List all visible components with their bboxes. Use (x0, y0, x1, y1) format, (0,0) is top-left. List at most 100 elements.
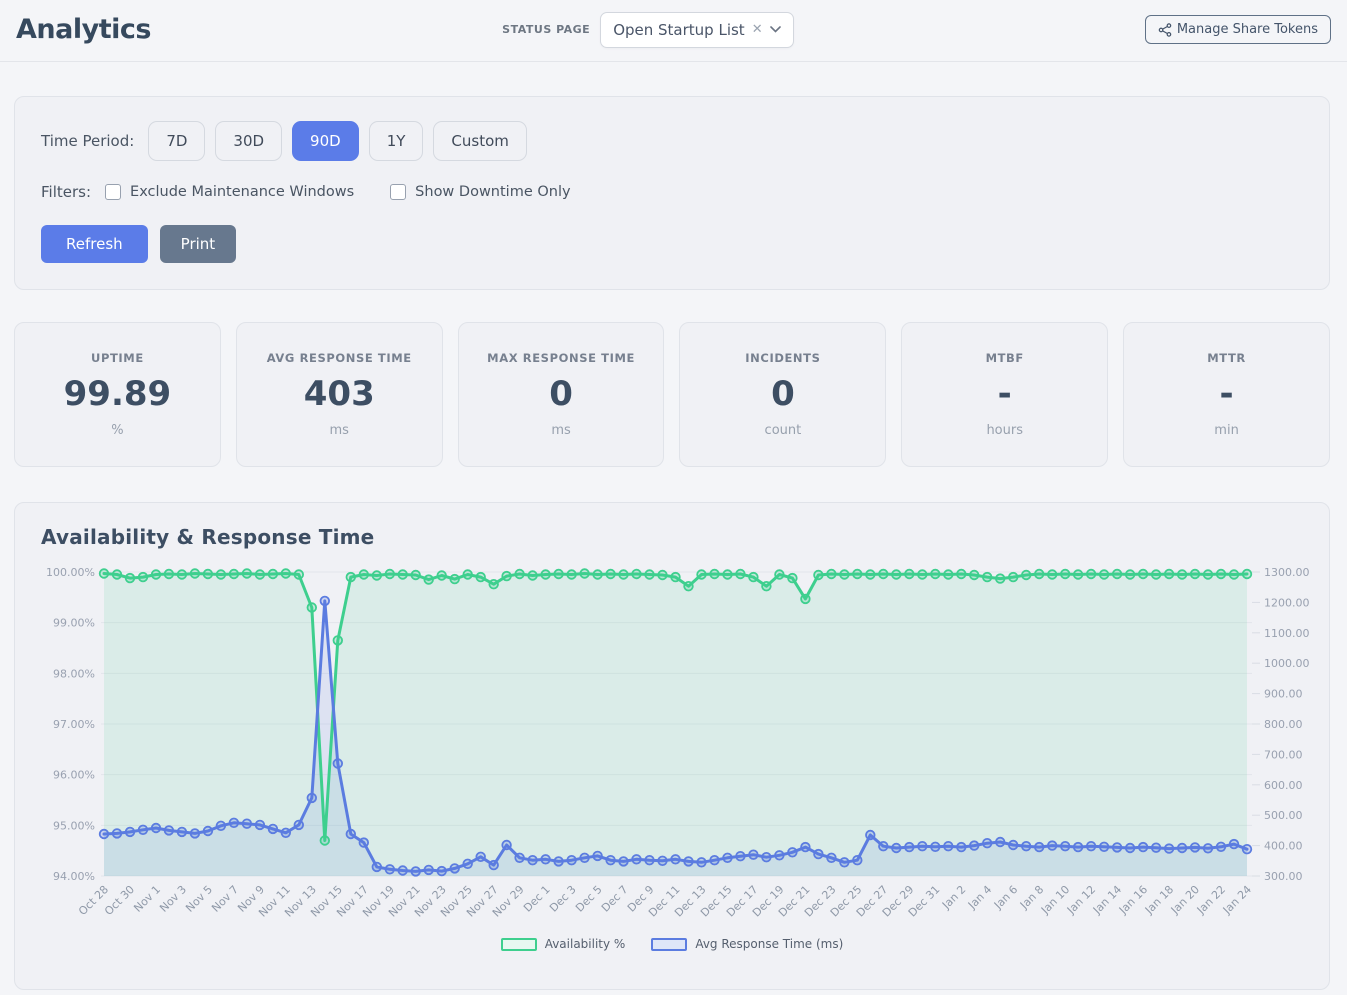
status-page-label: STATUS PAGE (502, 23, 591, 36)
svg-text:99.00%: 99.00% (53, 617, 95, 630)
svg-text:600.00: 600.00 (1264, 779, 1303, 792)
svg-text:Dec 7: Dec 7 (599, 883, 631, 915)
svg-text:Jan 16: Jan 16 (1116, 883, 1150, 917)
svg-text:1000.00: 1000.00 (1264, 657, 1310, 670)
clear-selection-icon[interactable]: ✕ (751, 22, 763, 37)
legend-response-time[interactable]: Avg Response Time (ms) (651, 937, 843, 951)
stat-value: 99.89 (63, 374, 172, 414)
svg-text:1100.00: 1100.00 (1264, 627, 1310, 640)
status-page-selected-value: Open Startup List (613, 20, 745, 39)
chart-legend: Availability % Avg Response Time (ms) (15, 937, 1329, 951)
svg-text:95.00%: 95.00% (53, 819, 95, 832)
svg-text:Nov 1: Nov 1 (131, 883, 163, 915)
stat-unit: min (1214, 423, 1239, 438)
status-page-selector-group: STATUS PAGE Open Startup List ✕ (151, 11, 1145, 48)
stat-card-mtbf: MTBF - hours (901, 322, 1109, 467)
svg-text:Jan 4: Jan 4 (965, 883, 994, 912)
svg-text:Jan 2: Jan 2 (939, 883, 968, 912)
stat-label: AVG RESPONSE TIME (266, 351, 412, 365)
filter-panel: Time Period: 7D 30D 90D 1Y Custom Filter… (14, 96, 1330, 290)
chart-card: Availability & Response Time 100.00% 99.0… (14, 502, 1330, 990)
svg-text:700.00: 700.00 (1264, 748, 1303, 761)
svg-text:Jan 14: Jan 14 (1090, 883, 1124, 917)
stat-label: MTBF (985, 351, 1024, 365)
share-icon (1158, 22, 1172, 37)
svg-text:800.00: 800.00 (1264, 718, 1303, 731)
legend-availability-label: Availability % (544, 937, 626, 951)
svg-text:98.00%: 98.00% (53, 667, 95, 680)
exclude-maintenance-checkbox[interactable] (105, 184, 122, 200)
svg-text:1200.00: 1200.00 (1264, 596, 1310, 609)
period-button-custom[interactable]: Custom (433, 121, 527, 161)
svg-text:Jan 18: Jan 18 (1142, 883, 1176, 917)
stats-row: UPTIME 99.89 % AVG RESPONSE TIME 403 ms … (14, 322, 1330, 467)
period-button-30d[interactable]: 30D (215, 121, 283, 161)
chevron-down-icon (769, 26, 781, 33)
svg-text:Oct 30: Oct 30 (102, 883, 137, 918)
filters-label: Filters: (41, 183, 92, 201)
legend-response-time-label: Avg Response Time (ms) (695, 937, 844, 951)
status-page-select[interactable]: Open Startup List ✕ (600, 11, 794, 48)
stat-value: 0 (771, 374, 795, 414)
svg-text:400.00: 400.00 (1264, 840, 1303, 853)
stat-label: MAX RESPONSE TIME (487, 351, 635, 365)
period-button-7d[interactable]: 7D (148, 121, 206, 161)
page-title: Analytics (16, 14, 151, 45)
availability-swatch (500, 937, 537, 951)
svg-text:Nov 7: Nov 7 (209, 883, 241, 915)
period-button-1y[interactable]: 1Y (368, 121, 424, 161)
exclude-maintenance-label: Exclude Maintenance Windows (130, 184, 355, 200)
stat-unit: ms (551, 423, 571, 438)
time-period-buttons: 7D 30D 90D 1Y Custom (148, 121, 527, 161)
svg-text:1300.00: 1300.00 (1264, 566, 1310, 579)
svg-text:500.00: 500.00 (1264, 809, 1303, 822)
stat-card-uptime: UPTIME 99.89 % (14, 322, 221, 467)
stat-unit: hours (986, 423, 1023, 438)
time-period-row: Time Period: 7D 30D 90D 1Y Custom (41, 121, 1303, 161)
time-period-label: Time Period: (41, 132, 135, 150)
action-buttons-row: Refresh Print (41, 225, 1303, 263)
print-button[interactable]: Print (159, 225, 237, 263)
stat-unit: count (764, 423, 802, 438)
svg-text:94.00%: 94.00% (53, 870, 95, 883)
stat-label: INCIDENTS (745, 351, 821, 365)
svg-text:Nov 3: Nov 3 (157, 883, 189, 915)
svg-text:Jan 22: Jan 22 (1194, 883, 1228, 917)
svg-text:97.00%: 97.00% (53, 718, 95, 731)
svg-text:96.00%: 96.00% (53, 769, 95, 782)
filters-row: Filters: Exclude Maintenance Windows Sho… (41, 183, 1303, 201)
exclude-maintenance-group: Exclude Maintenance Windows (105, 184, 354, 200)
manage-share-tokens-button[interactable]: Manage Share Tokens (1144, 15, 1331, 44)
svg-text:Dec 1: Dec 1 (521, 883, 553, 915)
chart-canvas[interactable]: 100.00% 99.00% 98.00% 97.00% 96.00% 95.00% 94.… (15, 553, 1317, 931)
svg-text:Jan 12: Jan 12 (1064, 883, 1098, 917)
show-downtime-label: Show Downtime Only (415, 184, 571, 200)
stat-card-incidents: INCIDENTS 0 count (679, 322, 887, 467)
stat-unit: ms (329, 423, 349, 438)
show-downtime-checkbox[interactable] (390, 184, 407, 200)
show-downtime-group: Show Downtime Only (390, 184, 571, 200)
stat-value: 403 (303, 374, 375, 414)
chart-title: Availability & Response Time (41, 525, 375, 549)
stat-label: UPTIME (91, 351, 144, 365)
stat-value: 0 (549, 374, 573, 414)
svg-text:Jan 24: Jan 24 (1220, 883, 1254, 917)
svg-text:Jan 6: Jan 6 (991, 883, 1020, 912)
svg-text:100.00%: 100.00% (46, 566, 95, 579)
stat-value: - (997, 374, 1012, 414)
svg-text:Nov 5: Nov 5 (183, 883, 215, 915)
manage-share-tokens-label: Manage Share Tokens (1176, 22, 1318, 37)
svg-text:Dec 3: Dec 3 (547, 883, 579, 915)
period-button-90d[interactable]: 90D (292, 121, 359, 161)
stat-card-max-response: MAX RESPONSE TIME 0 ms (457, 322, 665, 467)
stat-value: - (1219, 374, 1234, 414)
refresh-button[interactable]: Refresh (41, 225, 148, 263)
svg-text:300.00: 300.00 (1264, 870, 1303, 883)
svg-text:Jan 20: Jan 20 (1168, 883, 1202, 917)
legend-availability[interactable]: Availability % (500, 937, 626, 951)
svg-text:900.00: 900.00 (1264, 688, 1303, 701)
response-time-swatch (651, 937, 688, 951)
availability-response-chart: 100.00% 99.00% 98.00% 97.00% 96.00% 95.00% 94.… (15, 553, 1329, 935)
stat-label: MTTR (1207, 351, 1246, 365)
stat-unit: % (111, 423, 124, 438)
